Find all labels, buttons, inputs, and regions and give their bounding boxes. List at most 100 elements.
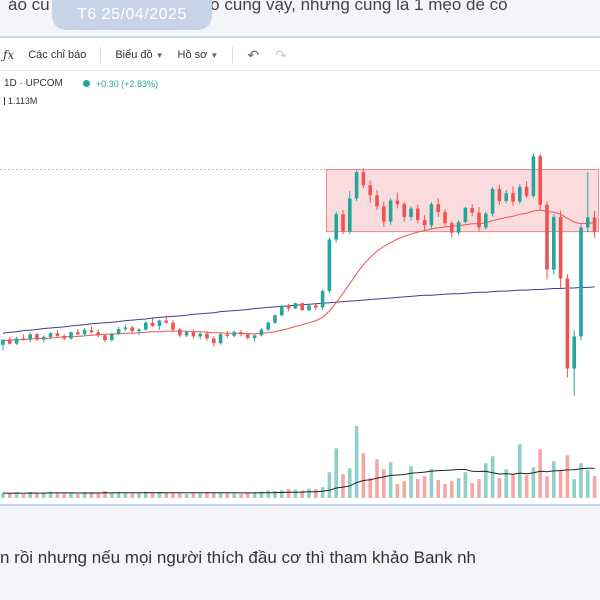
volume-bar (21, 494, 26, 498)
indicators-button[interactable]: Các chỉ báo (28, 49, 86, 61)
volume-bar (286, 489, 291, 498)
candle-body (402, 204, 406, 217)
volume-bar (402, 481, 406, 498)
volume-bar (259, 491, 264, 498)
volume-bar (395, 484, 400, 498)
candle-body (422, 220, 427, 226)
volume-bar (8, 493, 12, 498)
candle-body (42, 336, 46, 340)
volume-bar (205, 492, 209, 498)
post-text-bottom-line: n rồi nhưng nếu mọi người thích đầu cơ t… (0, 548, 476, 567)
volume-bar (524, 475, 529, 498)
candle-body (76, 332, 80, 335)
volume-bar (382, 469, 386, 498)
volume-bar (62, 493, 66, 498)
candle-body (28, 334, 32, 340)
candle-body (82, 330, 87, 335)
profile-button[interactable]: Hồ sơ ▼ (178, 49, 219, 61)
volume-bar (35, 493, 39, 498)
toolbar-divider (232, 47, 234, 63)
candle-body (334, 214, 338, 240)
volume-bar (579, 463, 583, 498)
volume-bar (280, 490, 284, 498)
volume-bar (422, 476, 427, 498)
candle-body (545, 204, 549, 270)
candle-body (191, 332, 196, 337)
candle-body (314, 305, 318, 308)
candle-body (354, 172, 359, 199)
volume-bar (565, 455, 570, 498)
price-chart[interactable] (0, 38, 600, 504)
volume-bar (518, 444, 522, 498)
volume-bar (184, 494, 189, 498)
volume-bar (69, 493, 73, 498)
volume-bar (28, 492, 32, 498)
candle-body (511, 193, 515, 202)
candle-body (232, 332, 236, 336)
consolidation-box (325, 168, 600, 233)
volume-bar (334, 448, 338, 498)
candle-body (456, 222, 461, 233)
volume-bar (300, 490, 304, 498)
candle-body (1, 339, 5, 345)
candle-body (103, 335, 107, 341)
candle-body (62, 335, 66, 339)
volume-bar (314, 489, 318, 498)
volume-bar (470, 483, 474, 498)
candle-body (504, 193, 508, 202)
candle-body (395, 200, 400, 205)
volume-ma-line (2, 467, 595, 494)
candle-body (531, 156, 536, 196)
symbol-info: 1D · UPCOM (4, 78, 63, 89)
candle-body (246, 334, 250, 338)
volume-bar (48, 491, 53, 498)
date-badge: T6 25/04/2025 (52, 0, 212, 30)
candle-body (218, 334, 223, 344)
volume-bar (137, 493, 141, 498)
volume-bar (212, 493, 216, 498)
fx-icon[interactable]: ƒx (3, 48, 15, 62)
volume-bar (239, 494, 243, 498)
candle-body (518, 186, 522, 202)
candle-body (286, 305, 291, 309)
candle-body (69, 332, 73, 339)
redo-icon[interactable]: ↷ (275, 46, 287, 63)
candle-body (171, 322, 175, 330)
volume-bar (14, 492, 19, 498)
volume-bar (116, 492, 121, 498)
candle-body (375, 195, 379, 207)
candle-body (558, 216, 563, 279)
volume-bar-icon (4, 97, 5, 105)
volume-bar (327, 472, 332, 498)
volume-bar (388, 462, 393, 498)
volume-bar (130, 493, 134, 498)
candle-body (96, 332, 100, 336)
volume-bar (273, 491, 277, 498)
volume-bar (416, 479, 420, 498)
volume-bar (150, 492, 155, 498)
volume-bar (1, 493, 5, 498)
volume-bar (558, 470, 563, 498)
volume-bar (375, 459, 379, 498)
volume-bar (361, 453, 366, 498)
candle-body (35, 334, 39, 340)
candle-body (150, 322, 155, 326)
volume-bar (82, 492, 87, 498)
candle-body (280, 305, 284, 316)
undo-icon[interactable]: ↶ (247, 46, 260, 63)
candle-body (137, 329, 141, 332)
post-text-bottom: n rồi nhưng nếu mọi người thích đầu cơ t… (0, 506, 600, 600)
candle-body (89, 330, 94, 333)
volume-bar (178, 492, 182, 498)
candle-body (273, 315, 277, 323)
volume-bar (144, 491, 148, 498)
volume-bar (504, 469, 508, 498)
chart-type-button[interactable]: Biểu đồ ▼ (115, 49, 163, 61)
volume-bar (409, 466, 413, 498)
candle-body (416, 208, 420, 221)
volume-bar (55, 492, 60, 498)
candle-body (579, 227, 583, 337)
volume-bar (341, 474, 345, 498)
candle-body (341, 214, 345, 232)
volume-bar (164, 493, 168, 498)
